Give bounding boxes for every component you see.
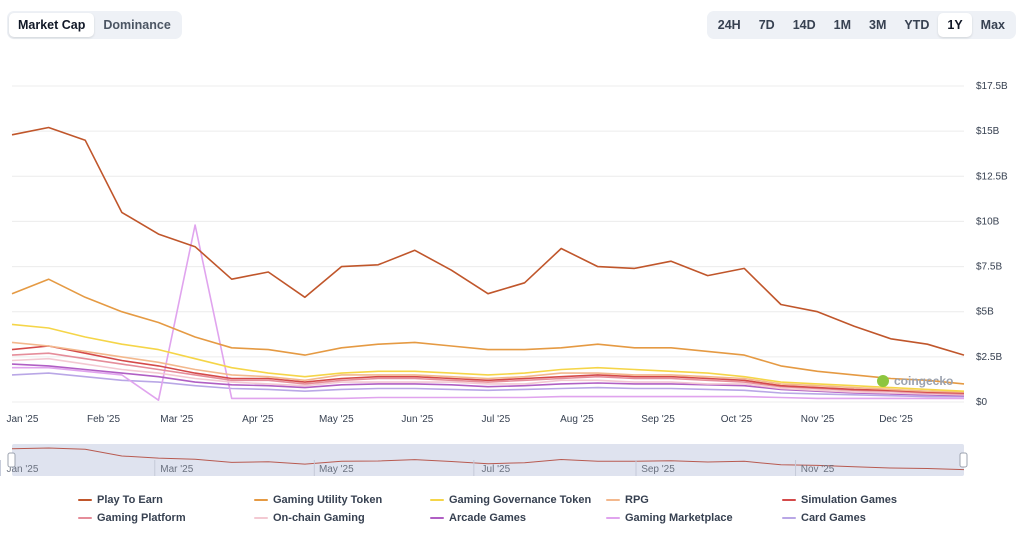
range-3m-button[interactable]: 3M xyxy=(869,18,887,32)
legend-item-gaming-utility-token[interactable]: Gaming Utility Token xyxy=(254,492,430,507)
x-tick-label: Nov '25 xyxy=(801,414,835,425)
legend-item-gaming-marketplace[interactable]: Gaming Marketplace xyxy=(606,510,782,525)
y-tick-label: $2.5B xyxy=(976,352,1002,363)
range-max-button[interactable]: Max xyxy=(980,18,1005,32)
series-line xyxy=(11,323,965,392)
legend-item-simulation-games[interactable]: Simulation Games xyxy=(782,492,958,507)
y-tick-label: $15B xyxy=(976,126,1000,137)
time-range-selector: 24H 7D 14D 1M 3M YTD 1Y Max xyxy=(706,11,1016,39)
range-1y-button[interactable]: 1Y xyxy=(938,13,972,37)
legend-swatch xyxy=(78,498,92,501)
legend-label: Card Games xyxy=(801,511,866,524)
range-7d-button[interactable]: 7D xyxy=(758,18,775,32)
x-axis: Jan '25 Feb '25 Mar '25 Apr '25 May '25 Jun '… xyxy=(6,414,913,425)
range-14d-button[interactable]: 14D xyxy=(792,18,816,32)
series-line xyxy=(11,126,965,356)
x-tick-label: Apr '25 xyxy=(242,414,274,425)
legend-item-card-games[interactable]: Card Games xyxy=(782,510,958,525)
legend-item-play-to-earn[interactable]: Play To Earn xyxy=(78,492,254,507)
navigator-left-handle[interactable] xyxy=(7,452,16,468)
legend-label: Gaming Marketplace xyxy=(625,511,733,524)
y-tick-label: $7.5B xyxy=(976,262,1002,273)
gecko-logo-icon xyxy=(877,375,889,387)
legend-item-rpg[interactable]: RPG xyxy=(606,492,782,507)
y-tick-label: $17.5B xyxy=(976,81,1008,92)
x-tick-label: Mar '25 xyxy=(160,414,193,425)
series-line xyxy=(11,345,965,394)
legend-swatch xyxy=(78,516,92,519)
navigator-tick-label: Nov '25 xyxy=(801,464,835,475)
range-navigator[interactable]: Jan '25 Mar '25 May '25 Jul '25 Sep '25 Nov '… xyxy=(0,440,1024,482)
metric-toggle: Market Cap Dominance xyxy=(7,11,182,39)
navigator-tick-label: May '25 xyxy=(319,464,354,475)
grid xyxy=(12,85,964,403)
legend-label: Gaming Platform xyxy=(97,511,186,524)
watermark-text: coingecko xyxy=(894,374,953,388)
x-tick-label: Oct '25 xyxy=(721,414,753,425)
legend-label: RPG xyxy=(625,493,649,506)
legend-item-arcade-games[interactable]: Arcade Games xyxy=(430,510,606,525)
navigator-tick-label: Jul '25 xyxy=(482,464,511,475)
series-line xyxy=(11,278,965,385)
x-tick-label: May '25 xyxy=(319,414,354,425)
x-tick-label: Feb '25 xyxy=(87,414,120,425)
legend-label: Simulation Games xyxy=(801,493,897,506)
market-cap-chart[interactable]: Jan '25 Feb '25 Mar '25 Apr '25 May '25 Jun '… xyxy=(0,60,1024,432)
coingecko-watermark: coingecko xyxy=(877,374,953,388)
tab-dominance[interactable]: Dominance xyxy=(103,18,171,32)
legend-item-gaming-platform[interactable]: Gaming Platform xyxy=(78,510,254,525)
legend-swatch xyxy=(606,498,620,501)
y-tick-label: $12.5B xyxy=(976,171,1008,182)
series-lines xyxy=(11,126,965,401)
x-tick-label: Jun '25 xyxy=(401,414,433,425)
series-line xyxy=(12,224,964,401)
legend-item-gaming-governance-token[interactable]: Gaming Governance Token xyxy=(430,492,606,507)
navigator-line xyxy=(11,447,965,471)
y-tick-label: $5B xyxy=(976,307,994,318)
legend-item-on-chain-gaming[interactable]: On-chain Gaming xyxy=(254,510,430,525)
navigator-tick-label: Jan '25 xyxy=(6,464,38,475)
legend-swatch xyxy=(606,516,620,519)
legend-swatch xyxy=(782,498,796,501)
legend-label: Play To Earn xyxy=(97,493,163,506)
series-line xyxy=(11,363,965,397)
series-line xyxy=(11,352,965,395)
legend-label: On-chain Gaming xyxy=(273,511,365,524)
series-line xyxy=(11,372,964,398)
legend-swatch xyxy=(254,516,268,519)
navigator-tick-label: Sep '25 xyxy=(641,464,675,475)
legend: Play To Earn Gaming Utility Token Gaming… xyxy=(78,492,978,525)
series-line xyxy=(11,341,965,393)
legend-swatch xyxy=(430,498,444,501)
series-line xyxy=(11,357,965,396)
legend-label: Gaming Governance Token xyxy=(449,493,592,506)
range-1m-button[interactable]: 1M xyxy=(833,18,851,32)
legend-swatch xyxy=(430,516,444,519)
x-tick-label: Dec '25 xyxy=(879,414,913,425)
legend-swatch xyxy=(254,498,268,501)
x-tick-label: Jul '25 xyxy=(482,414,511,425)
y-tick-label: $0 xyxy=(976,397,988,408)
y-tick-label: $10B xyxy=(976,216,1000,227)
x-tick-label: Jan '25 xyxy=(6,414,38,425)
navigator-right-handle[interactable] xyxy=(959,452,968,468)
tab-market-cap[interactable]: Market Cap xyxy=(9,13,95,37)
navigator-axis: Jan '25 Mar '25 May '25 Jul '25 Sep '25 Nov '… xyxy=(0,460,835,476)
legend-swatch xyxy=(782,516,796,519)
legend-label: Arcade Games xyxy=(449,511,527,524)
navigator-background xyxy=(12,444,964,476)
y-axis: $0 $2.5B $5B $7.5B $10B $12.5B $15B $17.5B xyxy=(976,81,1008,408)
x-tick-label: Aug '25 xyxy=(560,414,594,425)
range-ytd-button[interactable]: YTD xyxy=(904,18,930,32)
legend-label: Gaming Utility Token xyxy=(273,493,383,506)
range-24h-button[interactable]: 24H xyxy=(717,18,741,32)
navigator-tick-label: Mar '25 xyxy=(160,464,193,475)
x-tick-label: Sep '25 xyxy=(641,414,675,425)
